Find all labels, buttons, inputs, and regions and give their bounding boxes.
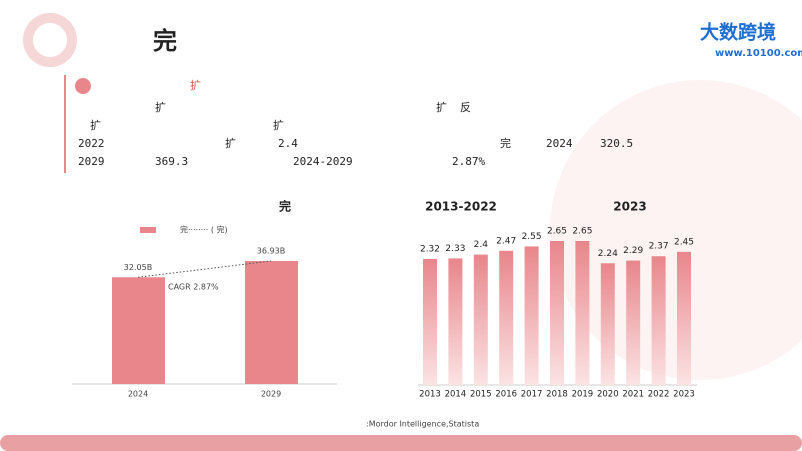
text: 2022: [78, 137, 105, 150]
text: 2024-2029: [293, 155, 353, 168]
icon: [75, 78, 91, 94]
x-tick-label: 2023: [673, 390, 695, 400]
x-tick-label: 2015: [470, 390, 492, 400]
value-label: 2.65: [547, 227, 567, 237]
bar: [677, 251, 691, 385]
x-tick-label: 2024: [128, 390, 148, 399]
value-label: 32.05B: [124, 263, 152, 272]
x-tick-label: 2022: [648, 390, 670, 400]
value-label: 36.93B: [257, 247, 285, 256]
value-label: 2.24: [598, 249, 618, 259]
text: 369.3: [155, 155, 188, 168]
value-label: 2.4: [474, 240, 489, 250]
value-label: 2.55: [522, 232, 542, 242]
text: 扩: [273, 118, 284, 132]
x-tick-label: 2029: [261, 390, 281, 399]
footer-band: [0, 435, 802, 451]
bar: [651, 256, 666, 385]
legend-marker: [140, 227, 156, 233]
value-label: 2.65: [572, 227, 592, 237]
text: 完: [500, 136, 511, 150]
value-label: 2.33: [445, 244, 465, 254]
value-label: 2.37: [649, 242, 669, 252]
bar: [473, 254, 488, 385]
text: 320.5: [600, 137, 633, 150]
chart-title: 2013-2022: [425, 200, 497, 214]
x-tick-label: 2017: [521, 390, 543, 400]
bar: [524, 246, 539, 385]
decor-circle: [23, 13, 77, 67]
x-tick-label: 2018: [546, 390, 568, 400]
x-tick-label: 2016: [495, 390, 517, 400]
x-tick-label: 2019: [572, 390, 594, 400]
bar: [448, 258, 463, 385]
value-label: 2.45: [674, 237, 694, 247]
x-tick-label: 2020: [597, 390, 619, 400]
x-tick-label: 2021: [622, 390, 644, 400]
chart-title: 完: [279, 199, 291, 214]
bar: [550, 241, 564, 385]
text: 2.4: [278, 137, 298, 150]
bar: [575, 241, 590, 385]
slide-title: 完: [153, 27, 177, 55]
trend-line: [137, 260, 272, 278]
logo-name: 大数跨境: [700, 21, 776, 44]
logo-url: www.10100.com: [715, 48, 802, 59]
text: 2.87%: [452, 155, 485, 168]
value-label: 2.32: [420, 244, 440, 254]
text: 扩: [90, 118, 101, 132]
bar: [112, 277, 165, 384]
bar: [626, 260, 641, 385]
section-heading: 扩: [190, 78, 201, 92]
source: :Mordor Intelligence,Statista: [366, 420, 479, 429]
text: 扩: [436, 100, 447, 114]
text: 2024: [546, 137, 573, 150]
legend-label: 完········ ( 完): [180, 225, 228, 235]
bar: [423, 258, 437, 385]
x-tick-label: 2013: [419, 390, 441, 400]
chart-subtitle: 2023: [613, 200, 646, 214]
bar: [245, 261, 298, 384]
accent-line: [64, 75, 66, 173]
value-label: 2.47: [496, 236, 516, 246]
text: 反: [460, 101, 471, 114]
bar: [600, 263, 615, 385]
bar: [499, 250, 514, 385]
text: 扩: [225, 136, 236, 150]
text: 2029: [78, 155, 105, 168]
x-tick-label: 2014: [445, 390, 467, 400]
text: 扩: [155, 100, 166, 114]
value-label: 2.29: [623, 246, 643, 256]
annotation: CAGR 2.87%: [168, 283, 219, 292]
